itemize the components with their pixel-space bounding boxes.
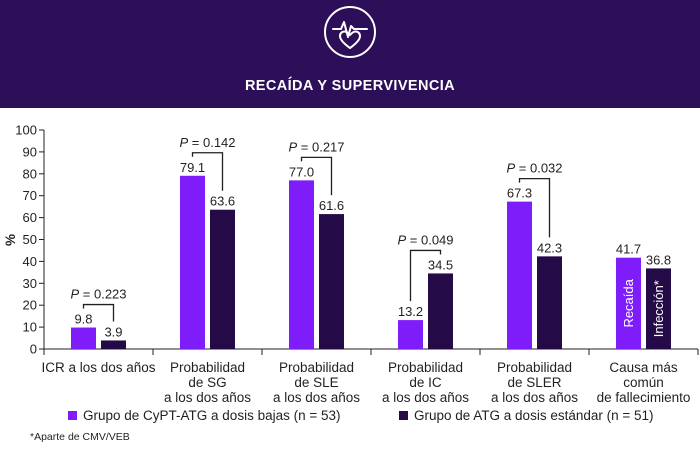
bar-cypt-atg: [507, 201, 532, 349]
data-label: 13.2: [398, 304, 423, 319]
p-value-label: P = 0.032: [506, 161, 562, 176]
data-label: 41.7: [616, 242, 641, 257]
bar-atg: [646, 268, 671, 349]
x-tick-label: a los dos años: [491, 390, 578, 405]
x-tick-label: Probabilidad: [388, 360, 463, 375]
y-tick-label: 20: [23, 298, 37, 313]
significance-bracket: [191, 152, 224, 191]
y-tick-label: 50: [23, 232, 37, 247]
data-label: 36.8: [646, 252, 671, 267]
y-tick-label: 10: [23, 320, 37, 335]
data-label: 67.3: [507, 186, 532, 201]
p-value-label: P = 0.049: [397, 232, 453, 247]
y-tick-label: 30: [23, 276, 37, 291]
y-axis-label: %: [3, 234, 18, 246]
significance-bracket: [518, 177, 551, 238]
page-title: RECAÍDA Y SUPERVIVENCIA: [244, 78, 456, 94]
x-tick-label: común: [623, 375, 664, 390]
header-banner: RECAÍDA Y SUPERVIVENCIA: [0, 0, 700, 108]
p-value-label: P = 0.223: [70, 287, 126, 302]
data-label: 63.6: [210, 194, 235, 209]
significance-bracket: [300, 156, 333, 196]
data-label: 3.9: [104, 324, 122, 339]
x-tick-label: Probabilidad: [170, 360, 245, 375]
significance-bracket: [409, 249, 442, 302]
x-tick-label: a los dos años: [382, 390, 469, 405]
x-tick-label: de SLE: [294, 375, 338, 390]
p-value-label: P = 0.217: [288, 139, 344, 154]
bar-atg: [101, 340, 126, 349]
x-tick-label: a los dos años: [273, 390, 360, 405]
bar-atg: [210, 209, 235, 349]
x-tick-label: de fallecimiento: [597, 390, 691, 405]
legend-label-series-2: Grupo de ATG a dosis estándar (n = 51): [414, 408, 654, 423]
heart-pulse-icon: [324, 6, 376, 58]
bar-cypt-atg: [616, 257, 641, 349]
y-tick-label: 70: [23, 188, 37, 203]
bar-cypt-atg: [180, 175, 205, 349]
bar-cypt-atg: [289, 180, 314, 349]
legend-label-series-1: Grupo de CyPT-ATG a dosis bajas (n = 53): [83, 408, 341, 423]
data-label: 61.6: [319, 198, 344, 213]
x-tick-label: de IC: [409, 375, 442, 390]
x-tick-label: a los dos años: [164, 390, 251, 405]
y-tick-label: 90: [23, 144, 37, 159]
bar-atg: [428, 273, 453, 349]
footnote: *Aparte de CMV/VEB: [30, 431, 130, 443]
x-tick-label: Causa más: [609, 360, 678, 375]
x-tick-label: Probabilidad: [279, 360, 354, 375]
y-tick-label: 80: [23, 166, 37, 181]
x-tick-label: Probabilidad: [497, 360, 572, 375]
bar-atg: [537, 256, 562, 349]
bar-annotation: Recaída: [621, 278, 636, 327]
data-label: 77.0: [289, 164, 314, 179]
y-tick-label: 0: [30, 342, 37, 357]
x-tick-label: de SLER: [507, 375, 561, 390]
bar-atg: [319, 214, 344, 349]
bar-annotation: Infección*: [651, 280, 666, 337]
y-tick-label: 100: [15, 123, 37, 138]
y-tick-label: 60: [23, 210, 37, 225]
data-label: 42.3: [537, 240, 562, 255]
x-tick-label: de SG: [188, 375, 226, 390]
legend-item-series-1: Grupo de CyPT-ATG a dosis bajas (n = 53): [68, 408, 341, 423]
legend-swatch-series-1: [68, 411, 77, 420]
legend-item-series-2: Grupo de ATG a dosis estándar (n = 51): [399, 408, 654, 423]
y-tick-label: 40: [23, 254, 37, 269]
p-value-label: P = 0.142: [179, 135, 235, 150]
x-tick-label: ICR a los dos años: [41, 360, 155, 375]
bar-cypt-atg: [398, 320, 423, 349]
data-label: 79.1: [180, 160, 205, 175]
legend-swatch-series-2: [399, 411, 408, 420]
data-label: 9.8: [74, 312, 92, 327]
bar-cypt-atg: [71, 327, 96, 349]
significance-bracket: [82, 303, 115, 322]
data-label: 34.5: [428, 257, 453, 272]
